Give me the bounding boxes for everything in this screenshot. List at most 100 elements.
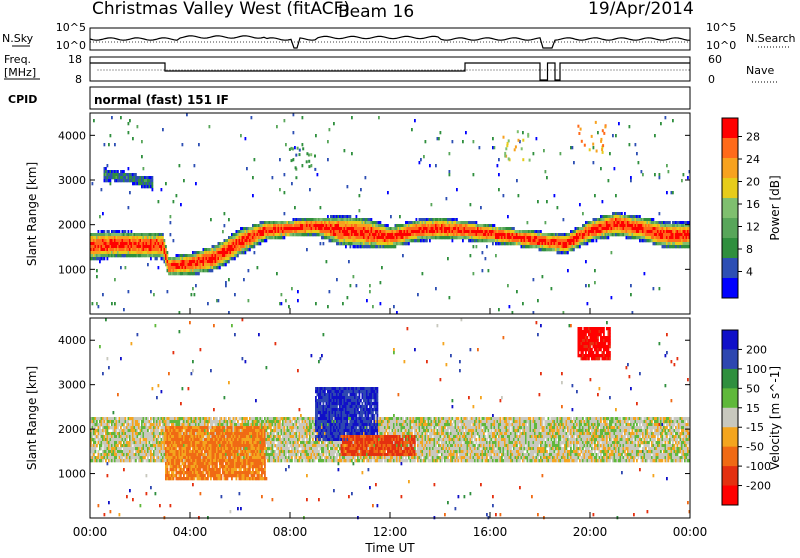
power-cell <box>540 230 542 233</box>
power-cell <box>414 119 416 122</box>
velocity-cell <box>137 333 139 336</box>
power-cell <box>212 269 214 272</box>
y-tick-label: 1000 <box>58 263 86 276</box>
power-cell <box>356 215 358 218</box>
power-cell <box>537 200 539 203</box>
power-cell <box>254 251 256 254</box>
power-echo <box>602 151 604 154</box>
velocity-cell <box>200 348 202 351</box>
power-cell <box>593 239 595 242</box>
velocity-cell <box>158 429 160 432</box>
power-cell <box>353 275 355 278</box>
power-cell <box>429 164 431 167</box>
power-colorbar-tick-label: 8 <box>746 243 753 256</box>
velocity-cell <box>131 342 133 345</box>
power-echo <box>603 132 605 135</box>
velocity-cell <box>156 396 158 399</box>
power-cell <box>164 239 166 242</box>
velocity-cell <box>108 501 110 504</box>
power-cell <box>284 119 286 122</box>
power-cell <box>440 131 442 134</box>
power-cell <box>351 116 353 119</box>
power-cell <box>125 230 127 233</box>
velocity-cell <box>104 420 106 423</box>
velocity-cell <box>191 372 193 375</box>
velocity-cell <box>213 324 215 327</box>
velocity-cell <box>117 426 119 429</box>
power-cell <box>135 173 137 176</box>
power-echo <box>581 140 583 143</box>
velocity-cell <box>117 444 119 447</box>
velocity-cell <box>168 423 170 426</box>
velocity-cell <box>132 450 134 453</box>
power-cell <box>114 143 116 146</box>
power-cell <box>639 215 641 218</box>
power-cell <box>351 152 353 155</box>
velocity-cell <box>155 435 157 438</box>
power-cell <box>195 284 197 287</box>
power-cell <box>150 257 152 260</box>
power-cell <box>348 260 350 263</box>
power-cell <box>596 239 598 242</box>
power-cell <box>252 194 254 197</box>
power-cell <box>593 161 595 164</box>
power-cell <box>518 194 520 197</box>
power-cell <box>123 170 125 173</box>
power-cell <box>344 149 346 152</box>
power-cell <box>162 128 164 131</box>
power-cell <box>284 212 286 215</box>
velocity-cell <box>105 459 107 462</box>
power-cell <box>245 137 247 140</box>
power-cell <box>681 179 683 182</box>
power-cell <box>224 224 226 227</box>
power-cell <box>165 245 167 248</box>
power-cell <box>291 182 293 185</box>
power-cell <box>92 302 94 305</box>
power-cell <box>486 245 488 248</box>
power-echo <box>306 152 308 155</box>
freq-label-2: [MHz] <box>4 66 36 79</box>
power-cell <box>579 203 581 206</box>
power-echo <box>508 139 510 142</box>
power-cell <box>516 290 518 293</box>
power-echo <box>584 144 586 147</box>
power-cell <box>522 302 524 305</box>
velocity-cell <box>153 456 155 459</box>
power-cell <box>158 200 160 203</box>
power-cell <box>141 155 143 158</box>
cpid-label: CPID <box>8 93 37 106</box>
velocity-cell <box>173 471 175 474</box>
power-cell <box>162 236 164 239</box>
power-cell <box>237 254 239 257</box>
power-cell <box>498 308 500 311</box>
velocity-cell <box>95 432 97 435</box>
velocity-cell <box>108 366 110 369</box>
velocity-cell <box>147 429 149 432</box>
power-cell <box>315 134 317 137</box>
velocity-cell <box>168 471 170 474</box>
power-colorbar-tick-label: 20 <box>746 176 760 189</box>
power-cell <box>111 116 113 119</box>
power-echo <box>527 135 529 138</box>
power-colorbar-swatch <box>722 118 738 139</box>
velocity-cell <box>207 477 209 480</box>
power-cell <box>128 206 130 209</box>
power-cell <box>350 245 352 248</box>
velocity-cell <box>101 447 103 450</box>
power-cell <box>228 278 230 281</box>
power-cell <box>659 173 661 176</box>
power-cell <box>297 299 299 302</box>
velocity-cell <box>155 492 157 495</box>
power-cell <box>557 206 559 209</box>
power-cell <box>317 173 319 176</box>
power-cell <box>320 242 322 245</box>
velocity-cell <box>210 369 212 372</box>
velocity-cell <box>176 447 178 450</box>
power-echo <box>295 154 297 157</box>
power-cell <box>449 173 451 176</box>
power-cell <box>551 287 553 290</box>
velocity-cell <box>144 456 146 459</box>
